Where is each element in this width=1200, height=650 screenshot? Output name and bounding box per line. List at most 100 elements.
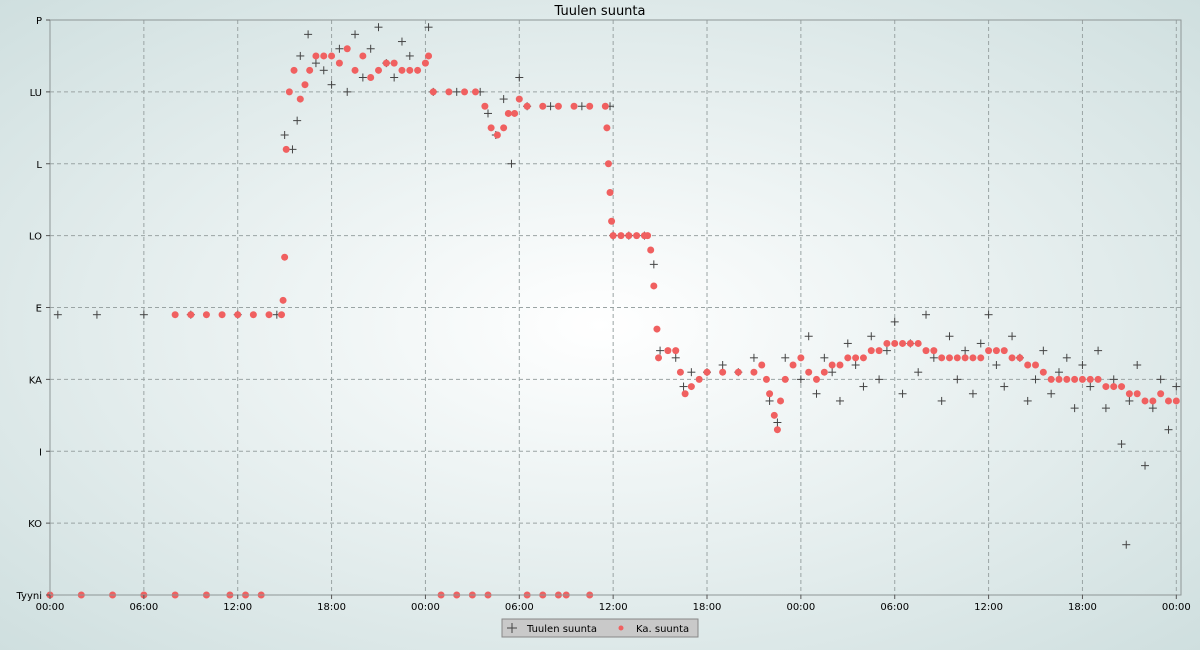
data-point-plus <box>1094 346 1103 355</box>
data-point-plus <box>945 332 954 341</box>
data-point-plus <box>984 310 993 319</box>
data-point-plus <box>820 353 829 362</box>
data-point-dot <box>859 354 867 362</box>
data-point-dot <box>906 339 914 347</box>
x-tick-label: 06:00 <box>505 602 534 613</box>
data-point-dot <box>1008 354 1016 362</box>
x-tick-label: 12:00 <box>974 602 1003 613</box>
legend-label-ka-suunta: Ka. suunta <box>636 624 689 635</box>
data-point-dot <box>922 347 930 355</box>
data-point-dot <box>390 59 398 67</box>
data-point-dot <box>883 339 891 347</box>
x-tick-label: 00:00 <box>1162 602 1191 613</box>
data-point-dot <box>570 102 578 110</box>
data-point-dot <box>398 66 406 74</box>
data-point-dot <box>828 361 836 369</box>
data-point-dot <box>867 347 875 355</box>
data-point-dot <box>1149 397 1157 405</box>
data-point-dot <box>278 311 286 319</box>
x-tick-label: 12:00 <box>599 602 628 613</box>
y-axis-ticks: Tyyni KO I KA E LO L LU P <box>15 16 50 602</box>
y-tick-label: Tyyni <box>15 591 42 602</box>
data-point-dot <box>664 347 672 355</box>
data-point-dot <box>655 354 663 362</box>
data-point-dot <box>429 88 437 96</box>
data-point-dot <box>938 354 946 362</box>
data-point-dot <box>1141 397 1149 405</box>
data-point-dot <box>320 52 328 60</box>
data-point-plus <box>311 59 320 68</box>
data-point-dot <box>1078 375 1086 383</box>
x-tick-label: 18:00 <box>1068 602 1097 613</box>
data-point-plus <box>1070 404 1079 413</box>
data-point-dot <box>961 354 969 362</box>
data-point-dot <box>312 52 320 60</box>
data-point-dot <box>852 354 860 362</box>
data-point-plus <box>859 382 868 391</box>
data-point-dot <box>820 368 828 376</box>
y-tick-label: KO <box>28 519 42 530</box>
data-point-plus <box>882 346 891 355</box>
data-point-dot <box>762 375 770 383</box>
y-tick-label: I <box>39 447 42 458</box>
data-point-plus <box>992 361 1001 369</box>
data-point-dot <box>282 145 290 153</box>
data-point-dot <box>218 311 226 319</box>
data-point-dot <box>1094 375 1102 383</box>
data-point-dot <box>844 354 852 362</box>
data-point-dot <box>945 354 953 362</box>
data-point-dot <box>608 217 616 225</box>
data-point-dot <box>406 66 414 74</box>
data-point-plus <box>796 375 805 384</box>
data-point-plus <box>288 145 297 154</box>
legend-marker-plus <box>507 623 517 633</box>
data-point-plus <box>922 310 931 319</box>
data-point-plus <box>749 353 758 362</box>
data-point-plus <box>656 346 665 355</box>
data-point-dot <box>171 311 179 319</box>
data-point-dot <box>335 59 343 67</box>
legend: Tuulen suunta Ka. suunta <box>501 618 699 638</box>
data-point-plus <box>424 23 433 32</box>
data-point-dot <box>285 88 293 96</box>
data-point-dot <box>1110 383 1118 391</box>
data-point-plus <box>867 332 876 341</box>
data-point-plus <box>1148 404 1157 413</box>
data-point-plus <box>1133 361 1142 369</box>
data-point-plus <box>1172 382 1181 391</box>
x-tick-label: 12:00 <box>223 602 252 613</box>
data-point-dot <box>290 66 298 74</box>
data-point-plus <box>968 389 977 398</box>
data-point-dot <box>676 368 684 376</box>
data-point-dot <box>875 347 883 355</box>
data-point-plus <box>53 310 62 319</box>
data-point-plus <box>452 87 461 96</box>
data-point-plus <box>718 361 727 369</box>
data-point-dot <box>375 66 383 74</box>
data-point-dot <box>1125 390 1133 398</box>
data-point-dot <box>461 88 469 96</box>
data-point-dot <box>681 390 689 398</box>
data-point-dot <box>914 339 922 347</box>
data-point-plus <box>781 353 790 362</box>
data-point-plus <box>1000 382 1009 391</box>
data-point-plus <box>515 73 524 82</box>
data-point-dot <box>1102 383 1110 391</box>
data-point-dot <box>719 368 727 376</box>
grid <box>50 20 1181 595</box>
data-point-plus <box>937 396 946 405</box>
data-point-plus <box>875 375 884 384</box>
x-tick-label: 06:00 <box>129 602 158 613</box>
data-point-dot <box>500 124 508 132</box>
data-point-plus <box>1122 540 1131 549</box>
data-point-dot <box>1032 361 1040 369</box>
data-point-dot <box>279 296 287 304</box>
data-point-plus <box>507 159 516 168</box>
data-point-plus <box>304 30 313 39</box>
data-point-plus <box>890 317 899 326</box>
x-tick-label: 18:00 <box>693 602 722 613</box>
data-point-plus <box>139 310 148 319</box>
y-tick-label: LO <box>29 232 42 243</box>
data-point-dot <box>650 282 658 290</box>
data-point-dot <box>1157 390 1165 398</box>
